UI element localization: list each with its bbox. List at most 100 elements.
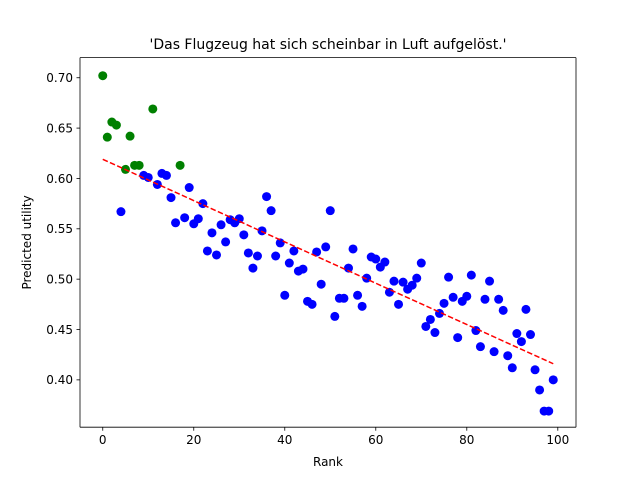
- data-point-series-2: [266, 206, 276, 216]
- data-point-series-1: [175, 160, 185, 170]
- x-tick-label: 20: [186, 433, 201, 447]
- y-axis-label: Predicted utility: [20, 195, 34, 289]
- y-tick-label: 0.55: [46, 222, 73, 236]
- data-point-series-2: [339, 293, 349, 303]
- data-point-series-2: [262, 192, 272, 202]
- data-point-series-2: [430, 328, 440, 338]
- data-point-series-2: [271, 251, 281, 261]
- data-point-series-2: [298, 264, 308, 274]
- data-point-series-2: [202, 246, 212, 256]
- data-point-series-2: [412, 273, 422, 283]
- x-tick-label: 0: [99, 433, 107, 447]
- data-point-series-1: [148, 104, 158, 114]
- data-point-series-2: [389, 276, 399, 286]
- data-point-series-2: [398, 277, 408, 287]
- data-point-series-2: [439, 298, 449, 308]
- data-point-series-2: [525, 330, 535, 340]
- data-point-series-2: [444, 272, 454, 282]
- series-layer: [98, 71, 558, 416]
- data-point-series-2: [448, 292, 458, 302]
- data-point-series-2: [116, 207, 126, 217]
- data-point-series-2: [466, 270, 476, 280]
- plot-area: [80, 57, 576, 428]
- data-point-series-2: [494, 294, 504, 304]
- data-point-series-2: [357, 301, 367, 311]
- data-point-series-2: [316, 279, 326, 289]
- data-point-series-2: [507, 363, 517, 373]
- data-point-series-2: [343, 263, 353, 273]
- data-point-series-1: [111, 120, 121, 130]
- data-point-series-2: [371, 254, 381, 264]
- data-point-series-2: [416, 258, 426, 268]
- data-point-series-2: [193, 214, 203, 224]
- data-point-series-2: [462, 291, 472, 301]
- data-point-series-2: [171, 218, 181, 228]
- x-tick-label: 40: [277, 433, 292, 447]
- x-tick-label: 60: [368, 433, 383, 447]
- data-point-series-2: [321, 242, 331, 252]
- data-point-series-2: [239, 230, 249, 240]
- data-point-series-2: [485, 276, 495, 286]
- data-point-series-2: [421, 321, 431, 331]
- data-point-series-2: [503, 351, 513, 361]
- data-point-series-2: [166, 193, 176, 203]
- data-point-series-2: [548, 375, 558, 385]
- data-point-series-2: [234, 214, 244, 224]
- data-point-series-2: [289, 246, 299, 256]
- y-tick-label: 0.45: [46, 323, 73, 337]
- data-point-series-2: [180, 213, 190, 223]
- data-point-series-2: [284, 258, 294, 268]
- y-tick-label: 0.50: [46, 272, 73, 286]
- data-point-series-2: [216, 220, 226, 230]
- x-axis-ticks: 0 20 40 60 80 100: [99, 427, 569, 447]
- y-axis-ticks: 0.40 0.45 0.50 0.55 0.60 0.65 0.70: [46, 71, 80, 387]
- data-point-series-2: [307, 299, 317, 309]
- axes-frame: [79, 57, 577, 428]
- data-point-series-2: [530, 365, 540, 375]
- data-point-series-2: [425, 314, 435, 324]
- data-point-series-2: [516, 337, 526, 347]
- data-point-series-2: [384, 287, 394, 297]
- data-point-series-2: [348, 244, 358, 254]
- data-point-series-2: [544, 406, 554, 416]
- data-point-series-2: [161, 170, 171, 180]
- data-point-series-2: [535, 385, 545, 395]
- data-point-series-2: [212, 250, 222, 260]
- chart-title: 'Das Flugzeug hat sich scheinbar in Luft…: [149, 37, 506, 53]
- data-point-series-1: [125, 131, 135, 141]
- data-point-series-2: [407, 280, 417, 290]
- data-point-series-2: [248, 263, 258, 273]
- data-point-series-2: [275, 238, 285, 248]
- y-tick-label: 0.40: [46, 373, 73, 387]
- data-point-series-2: [243, 248, 253, 258]
- data-point-series-2: [480, 294, 490, 304]
- data-point-series-2: [184, 183, 194, 193]
- data-point-series-1: [98, 71, 108, 81]
- x-tick-label: 80: [459, 433, 474, 447]
- y-tick-label: 0.70: [46, 71, 73, 85]
- x-axis-label: Rank: [313, 455, 343, 469]
- data-point-series-2: [475, 342, 485, 352]
- data-point-series-2: [380, 257, 390, 267]
- trend-line: [102, 158, 554, 365]
- data-point-series-2: [207, 228, 217, 238]
- data-point-series-2: [353, 290, 363, 300]
- y-tick-label: 0.65: [46, 121, 73, 135]
- data-point-series-2: [489, 347, 499, 357]
- data-point-series-1: [134, 160, 144, 170]
- data-point-series-2: [521, 304, 531, 314]
- data-point-series-2: [512, 329, 522, 339]
- data-point-series-2: [252, 251, 262, 261]
- data-point-series-2: [394, 299, 404, 309]
- data-point-series-2: [498, 305, 508, 315]
- data-point-series-2: [325, 206, 335, 216]
- x-tick-label: 100: [546, 433, 569, 447]
- data-point-series-2: [312, 247, 322, 257]
- data-point-series-2: [330, 311, 340, 321]
- data-point-series-2: [453, 333, 463, 343]
- data-point-series-2: [221, 237, 231, 247]
- data-point-series-2: [280, 290, 290, 300]
- data-point-series-1: [102, 132, 112, 142]
- y-tick-label: 0.60: [46, 172, 73, 186]
